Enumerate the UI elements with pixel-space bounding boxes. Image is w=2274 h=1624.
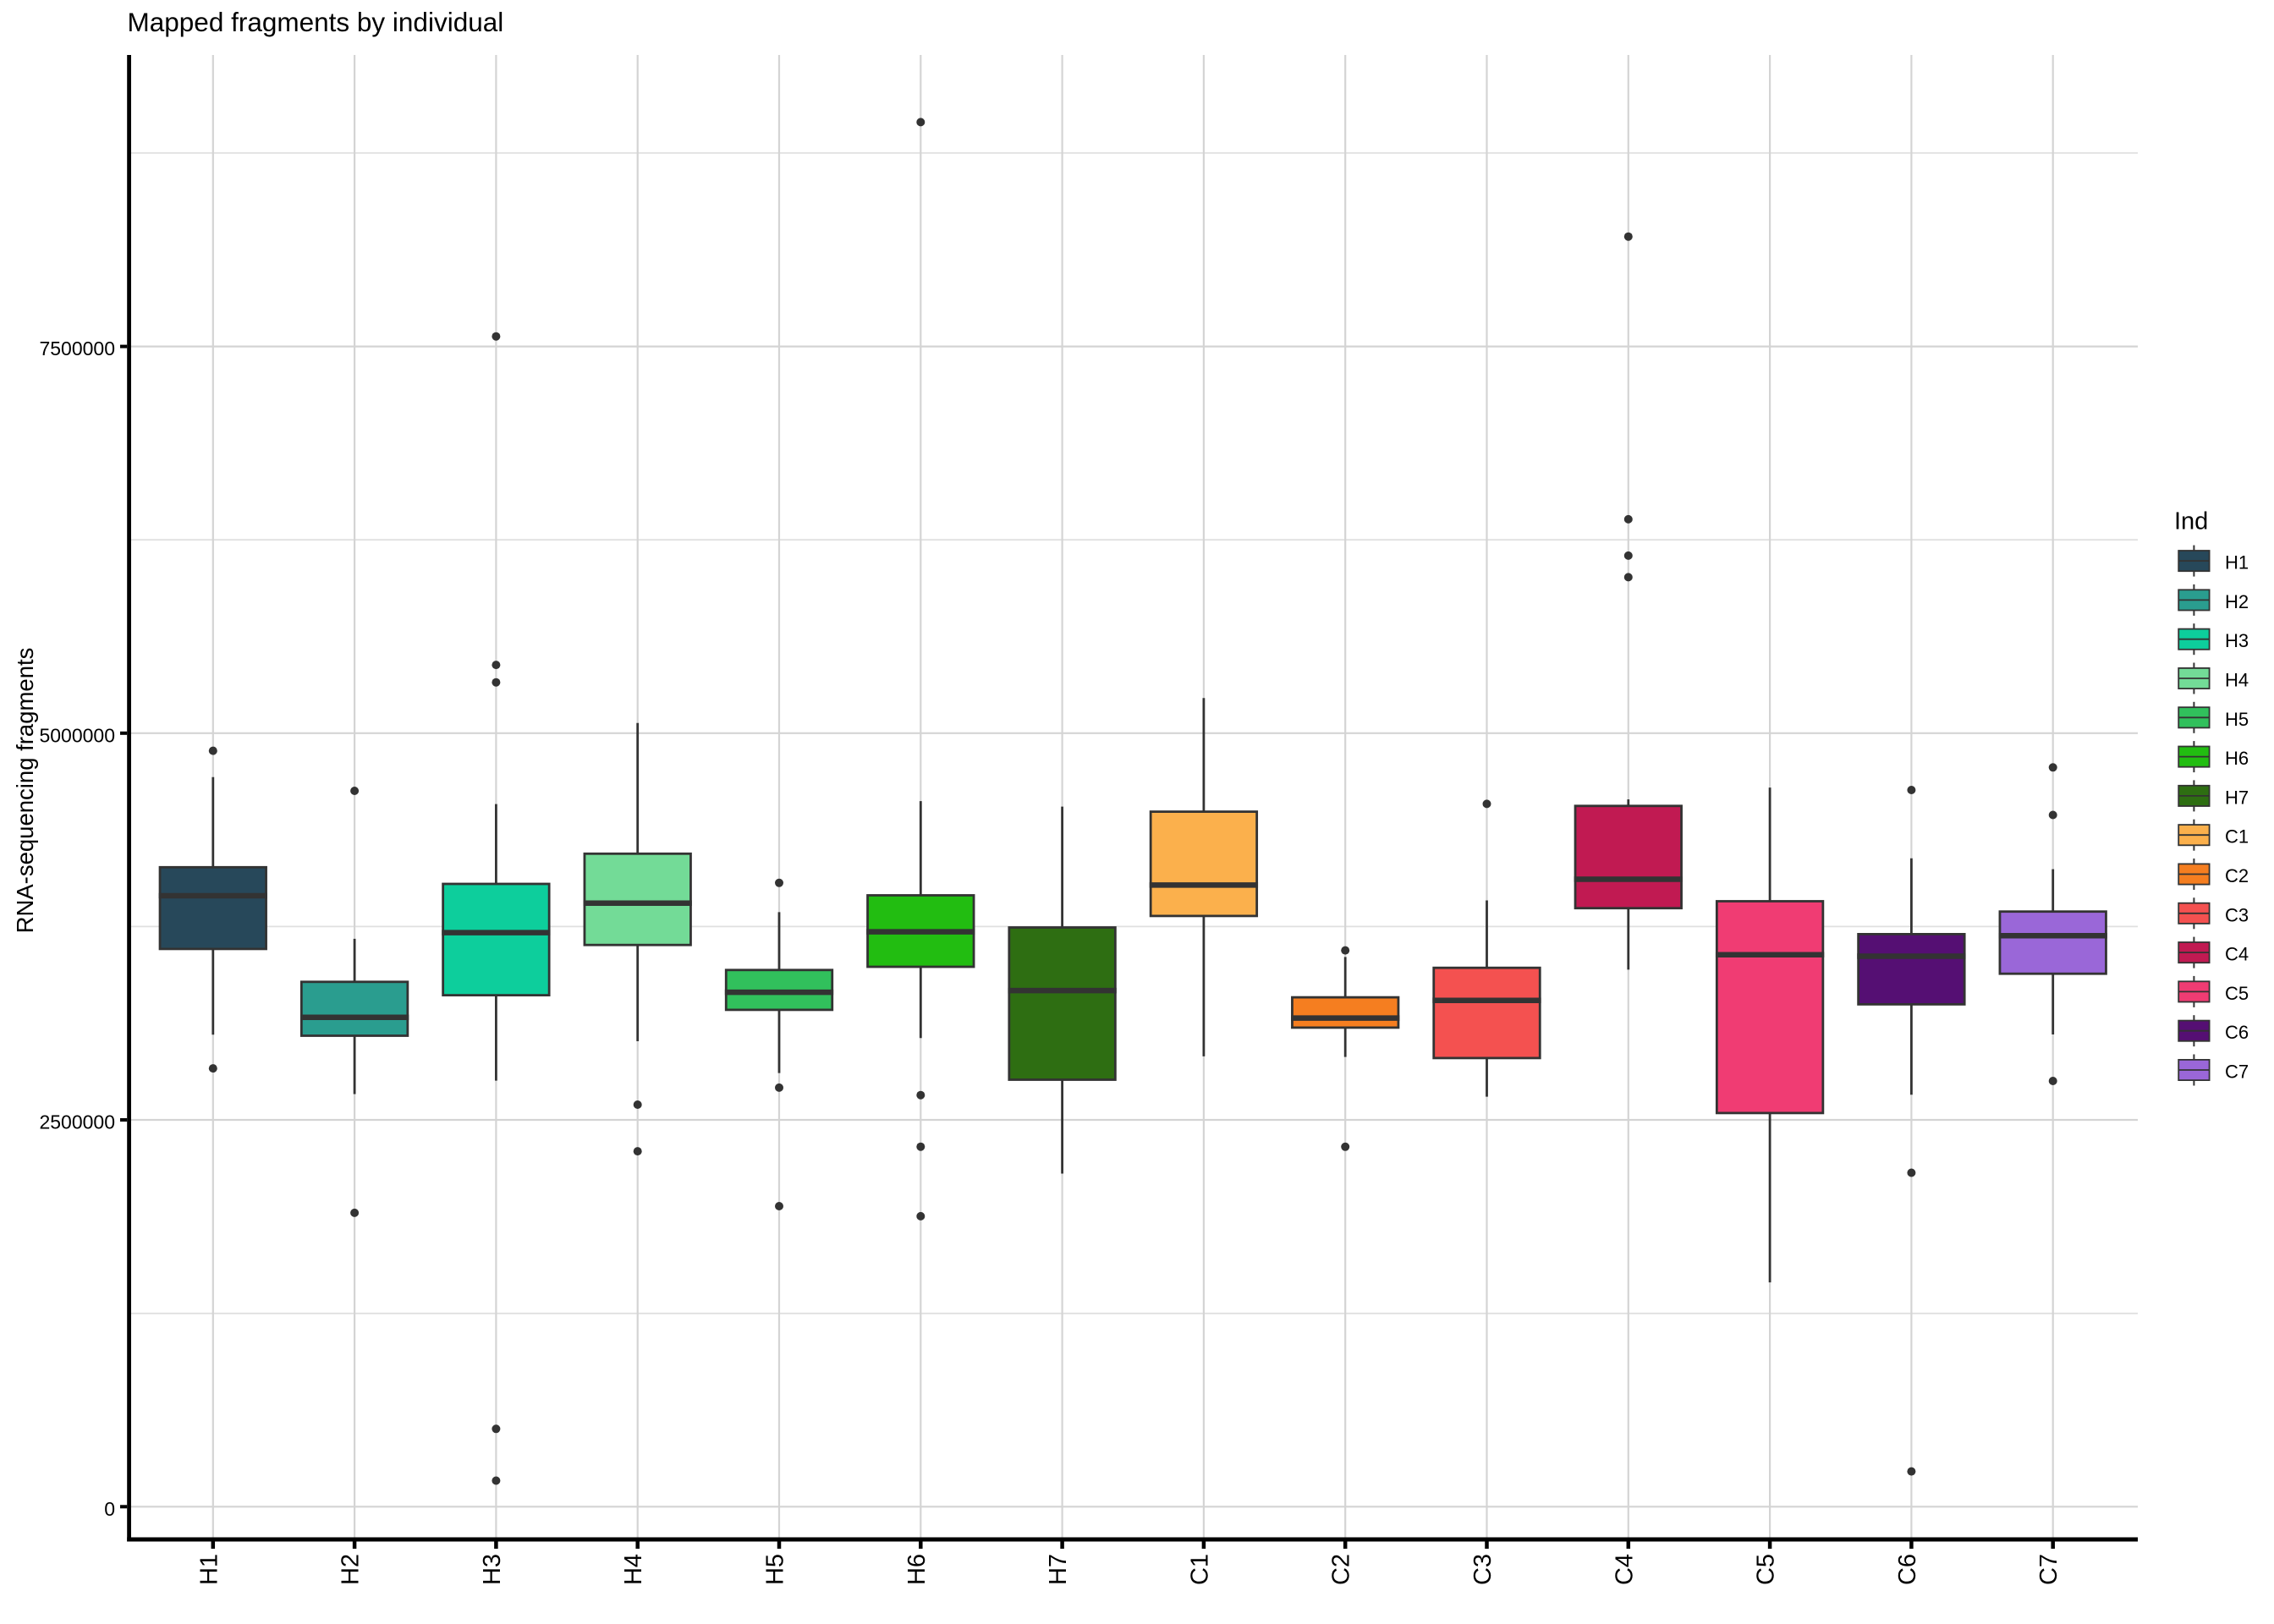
svg-text:C4: C4 xyxy=(2225,944,2249,965)
svg-text:H5: H5 xyxy=(2225,709,2249,730)
svg-text:H2: H2 xyxy=(338,1554,365,1585)
svg-text:7500000: 7500000 xyxy=(39,337,115,359)
svg-text:5000000: 5000000 xyxy=(39,724,115,746)
svg-text:H6: H6 xyxy=(2225,748,2249,769)
svg-text:2500000: 2500000 xyxy=(39,1111,115,1133)
svg-text:Ind: Ind xyxy=(2174,508,2208,535)
svg-text:Mapped fragments by individual: Mapped fragments by individual xyxy=(128,7,504,37)
svg-text:H6: H6 xyxy=(904,1554,931,1585)
svg-text:C1: C1 xyxy=(2225,826,2249,848)
svg-text:H1: H1 xyxy=(195,1554,222,1585)
svg-text:H7: H7 xyxy=(2225,787,2249,808)
svg-text:C5: C5 xyxy=(2225,983,2249,1004)
svg-text:H4: H4 xyxy=(620,1554,647,1585)
svg-text:C2: C2 xyxy=(2225,865,2249,886)
svg-text:RNA-sequencing fragments: RNA-sequencing fragments xyxy=(12,648,38,934)
svg-text:H3: H3 xyxy=(2225,630,2249,651)
svg-text:C6: C6 xyxy=(2225,1022,2249,1043)
svg-text:C3: C3 xyxy=(2225,904,2249,925)
svg-text:C6: C6 xyxy=(1894,1554,1921,1585)
svg-text:C2: C2 xyxy=(1328,1554,1355,1585)
svg-text:C7: C7 xyxy=(2225,1062,2249,1083)
svg-text:H7: H7 xyxy=(1045,1554,1072,1585)
svg-text:C4: C4 xyxy=(1611,1554,1638,1585)
svg-text:C3: C3 xyxy=(1469,1554,1497,1585)
svg-text:0: 0 xyxy=(104,1498,115,1520)
svg-text:H4: H4 xyxy=(2225,670,2249,691)
svg-text:C1: C1 xyxy=(1186,1554,1213,1585)
svg-text:C5: C5 xyxy=(1753,1554,1780,1585)
svg-text:H2: H2 xyxy=(2225,591,2249,612)
svg-text:H1: H1 xyxy=(2225,552,2249,573)
svg-text:H3: H3 xyxy=(479,1554,506,1585)
svg-text:H5: H5 xyxy=(762,1554,789,1585)
svg-text:C7: C7 xyxy=(2035,1554,2063,1585)
